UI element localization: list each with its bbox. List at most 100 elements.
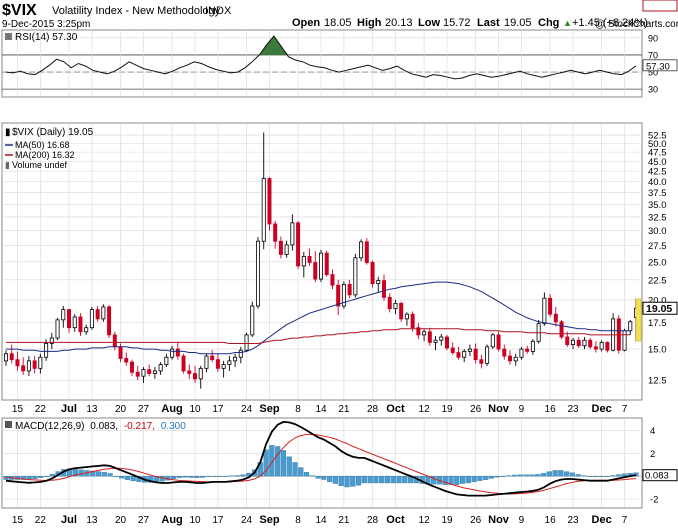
- macd-legend: MACD(12,26,9) 0.083, -0.217, 0.300: [5, 421, 186, 432]
- price-tick-label: 37.5: [648, 188, 667, 199]
- candle-body: [152, 370, 157, 374]
- x-tick-label: 10: [189, 515, 201, 526]
- chg-value: +1.45 (+8.24%): [572, 17, 648, 29]
- x-tick-label: 23: [567, 515, 579, 526]
- chg-label: Chg: [538, 17, 559, 29]
- price-tick-label: 42.5: [648, 167, 667, 178]
- macd-histogram-bar: [171, 475, 177, 479]
- x-tick-label: Nov: [488, 403, 510, 415]
- candle-body: [399, 302, 404, 320]
- high-label: High: [357, 17, 382, 29]
- legend-ma50: MA(50) 16.68: [15, 140, 70, 150]
- candle-body: [141, 369, 146, 377]
- candle-body: [427, 331, 432, 343]
- candle-body: [227, 360, 232, 365]
- candle-body: [67, 309, 72, 329]
- macd-histogram-bar: [604, 475, 610, 477]
- candle-body: [410, 313, 415, 329]
- macd-histogram-bar: [465, 475, 471, 484]
- macd-histogram-bar: [610, 475, 616, 477]
- candle-body: [444, 336, 449, 349]
- candle-body: [284, 244, 289, 255]
- candle-body: [221, 364, 226, 369]
- candle-body: [353, 257, 358, 296]
- rsi-overbought-fill: [259, 36, 289, 55]
- x-tick-label: 26: [470, 404, 482, 415]
- low-label: Low: [418, 17, 440, 29]
- macd-histogram-bar: [379, 475, 385, 484]
- macd-histogram-bar: [263, 449, 269, 477]
- candle-body: [124, 358, 129, 363]
- macd-histogram-bar: [355, 475, 362, 486]
- macd-title-signal: -0.217,: [124, 421, 155, 432]
- macd-histogram-bar: [523, 474, 529, 477]
- macd-histogram-bar: [95, 471, 102, 477]
- macd-histogram-bar: [535, 474, 541, 477]
- x-tick-label: 14: [315, 515, 327, 526]
- candle-body: [593, 346, 598, 350]
- candle-body: [548, 297, 553, 315]
- macd-histogram-bar: [512, 474, 518, 477]
- x-tick-label: 12: [419, 515, 431, 526]
- candle-body: [359, 241, 364, 259]
- high-value: 20.13: [385, 17, 413, 29]
- rsi-tick-label: 90: [648, 33, 658, 43]
- candle-body: [387, 296, 392, 310]
- macd-last-value: 0.083: [645, 471, 669, 482]
- macd-histogram-bar: [592, 475, 599, 477]
- candle-body: [313, 262, 318, 280]
- candle-body: [324, 252, 329, 275]
- x-tick-label: Oct: [386, 403, 405, 415]
- quote-date: 9-Dec-2015 3:25pm: [2, 19, 90, 30]
- macd-histogram-bar: [286, 456, 292, 477]
- price-legend: ▮ $VIX (Daily) 19.05 MA(50) 16.68 MA(200…: [5, 127, 94, 170]
- candle-body: [439, 336, 444, 341]
- macd-histogram-bar: [20, 475, 26, 480]
- rsi-plot: [5, 35, 637, 80]
- candle-body: [118, 346, 123, 359]
- macd-histogram-bar: [280, 450, 287, 477]
- macd-histogram-bar: [396, 475, 402, 484]
- candle-body: [318, 252, 323, 280]
- x-tick-label: 12: [419, 404, 431, 415]
- macd-histogram-bar: [483, 475, 489, 480]
- candle-body: [330, 274, 335, 286]
- x-tick-label: Aug: [161, 514, 182, 526]
- candle-body: [525, 348, 530, 352]
- macd-histogram-bar: [147, 475, 154, 483]
- rsi-tick-label: 70: [648, 50, 658, 60]
- candle-body: [147, 369, 152, 374]
- candle-body: [290, 222, 295, 246]
- candle-body: [433, 339, 438, 343]
- x-tick-label: 8: [295, 515, 301, 526]
- macd-histogram-bar: [309, 475, 315, 477]
- candle-body: [422, 331, 427, 336]
- x-tick-label: 20: [115, 404, 127, 415]
- candle-body: [112, 334, 117, 348]
- macd-histogram-bar: [176, 475, 182, 478]
- macd-histogram-bar: [211, 475, 217, 477]
- price-tick-label: 47.5: [648, 148, 667, 159]
- candle-body: [32, 360, 37, 369]
- price-tick-label: 52.5: [648, 131, 667, 142]
- x-tick-label: Sep: [259, 514, 279, 526]
- x-tick-label: 22: [35, 515, 47, 526]
- candle-body: [559, 321, 564, 338]
- macd-histogram-bar: [506, 475, 512, 477]
- x-tick-label: Dec: [592, 403, 612, 415]
- price-tick-label: 25.0: [648, 257, 667, 268]
- price-tick-label: 22.5: [648, 275, 667, 286]
- candle-body: [404, 313, 409, 320]
- candle-body: [553, 313, 558, 323]
- candle-body: [238, 349, 243, 358]
- candle-body: [129, 361, 134, 373]
- candle-body: [513, 356, 518, 362]
- x-tick-label: 17: [212, 515, 224, 526]
- symbol: $VIX: [2, 2, 37, 19]
- x-tick-label: 19: [441, 404, 453, 415]
- candle-body: [181, 355, 186, 372]
- x-tick-label: 7: [622, 515, 628, 526]
- macd-histogram-bar: [269, 445, 275, 477]
- x-tick-label: 9: [519, 404, 525, 415]
- candle-body: [267, 178, 272, 225]
